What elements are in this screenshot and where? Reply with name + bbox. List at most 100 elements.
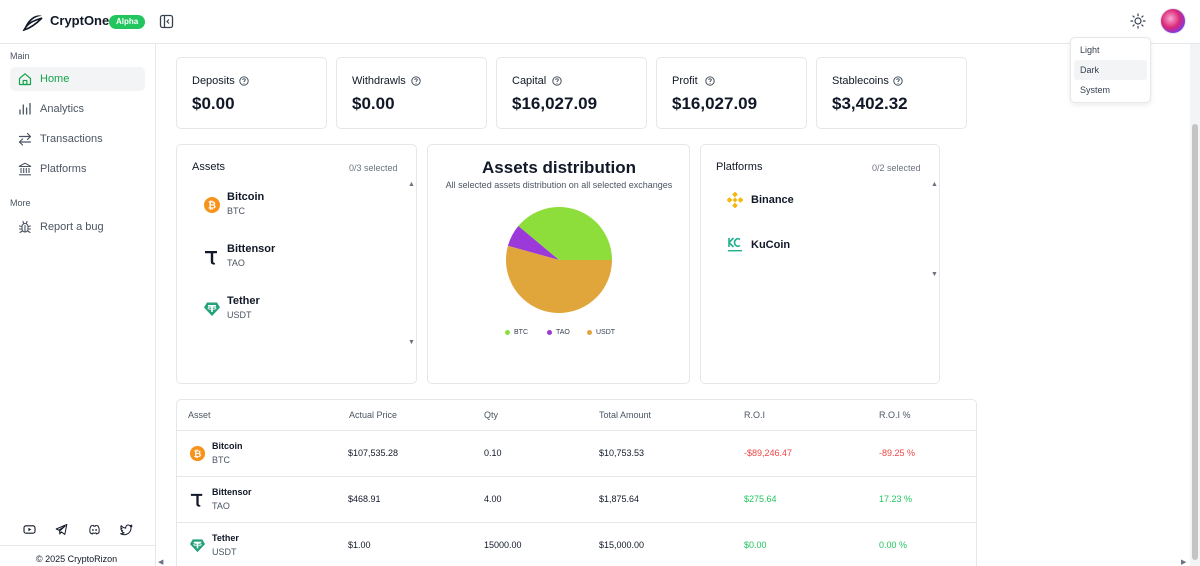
theme-menu: Light Dark System [1070,37,1151,103]
pie-slice-tao[interactable] [507,226,559,260]
distribution-pie-chart[interactable] [504,205,614,315]
table-row[interactable]: Tether USDT $1.00 15000.00 $15,000.00 $0… [177,522,976,566]
home-icon [18,73,32,86]
pie-slice-usdt[interactable] [506,245,612,313]
discord-icon[interactable] [88,523,101,536]
theme-option-dark[interactable]: Dark [1074,60,1147,80]
theme-option-light[interactable]: Light [1080,45,1100,55]
table-header-total[interactable]: Total Amount [599,410,652,420]
asset-name: Bittensor [227,243,276,255]
stat-label: Deposits [192,75,235,87]
row-asset-name: Bitcoin [212,441,243,451]
table-header-qty[interactable]: Qty [484,410,499,420]
stat-value: $16,027.09 [672,94,758,113]
youtube-icon[interactable] [23,523,36,536]
legend-item-usdt[interactable]: USDT [587,329,615,336]
table-header-roi-pct[interactable]: R.O.I % [879,410,911,420]
row-roi-pct: -89.25 % [879,448,916,458]
chart-subtitle: All selected assets distribution on all … [445,180,673,190]
app-title[interactable]: CryptOne [50,13,110,28]
nav-section-main: Main [10,51,30,61]
legend-swatch [505,329,510,335]
stat-value: $16,027.09 [512,94,598,113]
row-roi: $0.00 [744,540,767,550]
legend-label: USDT [596,329,616,336]
row-total: $15,000.00 [599,540,645,550]
scroll-left-arrow[interactable]: ◀ [158,559,164,566]
svg-text:₿: ₿ [208,200,216,212]
table-header-price[interactable]: Actual Price [349,410,398,420]
scroll-down-arrow[interactable]: ▼ [408,339,415,346]
sidebar-toggle-icon[interactable] [159,14,174,29]
help-icon[interactable] [705,76,715,86]
help-icon[interactable] [239,76,249,86]
stat-label: Capital [512,75,547,87]
table-row[interactable]: Bittensor TAO $468.91 4.00 $1,875.64 $27… [177,476,976,522]
stat-card-deposits: Deposits $0.00 [176,57,327,129]
binance-icon [726,191,744,209]
legend-swatch [587,329,592,335]
help-icon[interactable] [552,76,562,86]
holdings-table: Asset Actual Price Qty Total Amount R.O.… [176,399,977,566]
sidebar-item-label: Home [40,73,70,85]
asset-item-tether[interactable]: Tether USDT [203,295,383,331]
avatar[interactable] [1160,8,1186,34]
asset-name: Bitcoin [227,191,265,203]
distribution-panel: Assets distribution All selected assets … [427,144,690,384]
bug-icon [18,220,32,234]
stat-card-stablecoins: Stablecoins $3,402.32 [816,57,967,129]
telegram-icon[interactable] [55,523,68,536]
scroll-down-arrow[interactable]: ▼ [931,271,938,278]
assets-panel-title: Assets [192,161,226,173]
legend-item-btc[interactable]: BTC [505,329,528,336]
sidebar-item-label: Analytics [40,103,85,115]
sidebar-item-home[interactable]: Home [10,67,145,91]
stat-label: Withdrawls [352,75,406,87]
sidebar-item-report-bug[interactable]: Report a bug [10,215,145,239]
row-qty: 0.10 [484,448,502,458]
pie-slice-btc[interactable] [518,206,612,260]
row-roi: -$89,246.47 [744,448,793,458]
sidebar-item-platforms[interactable]: Platforms [10,157,145,181]
row-qty: 4.00 [484,494,502,504]
table-header-asset[interactable]: Asset [188,410,211,420]
scroll-up-arrow[interactable]: ▲ [931,181,938,188]
legend-item-tao[interactable]: TAO [547,329,570,336]
asset-item-bittensor[interactable]: Bittensor TAO [203,243,383,279]
alpha-badge: Alpha [109,15,146,29]
table-header-roi[interactable]: R.O.I [744,410,766,420]
bitcoin-icon: ₿ [204,197,220,213]
help-icon[interactable] [893,76,903,86]
platform-name: KuCoin [751,239,791,251]
assets-selected-count: 0/3 selected [349,163,398,173]
sidebar-item-label: Report a bug [40,221,104,233]
page-scrollbar-thumb[interactable] [1192,124,1198,560]
bittensor-icon [205,251,217,265]
sidebar: Main Home Analytics [0,44,156,566]
twitter-icon[interactable] [120,523,133,536]
asset-name: Tether [227,295,260,307]
asset-symbol: USDT [227,310,252,320]
cryptone-logo-icon[interactable] [22,12,44,32]
asset-item-bitcoin[interactable]: ₿ Bitcoin BTC [203,191,383,227]
table-row[interactable]: ₿ Bitcoin BTC $107,535.28 0.10 $10,753.5… [177,430,976,476]
help-icon[interactable] [411,76,421,86]
sun-icon[interactable] [1130,13,1146,29]
tether-icon [204,302,220,316]
sidebar-item-label: Platforms [40,163,87,175]
asset-symbol: BTC [227,206,245,216]
row-asset-symbol: USDT [212,547,237,557]
platform-name: Binance [751,194,794,206]
bittensor-icon [190,493,203,507]
theme-option-system[interactable]: System [1080,85,1111,95]
sidebar-item-analytics[interactable]: Analytics [10,97,145,121]
stat-card-profit: Profit $16,027.09 [656,57,807,129]
copyright-text: © 2025 CryptoRizon [36,554,118,564]
sidebar-item-transactions[interactable]: Transactions [10,127,145,151]
asset-symbol: TAO [227,258,245,268]
scroll-right-arrow[interactable]: ▶ [1181,559,1187,566]
scroll-up-arrow[interactable]: ▲ [408,181,415,188]
bitcoin-icon: ₿ [189,445,206,462]
row-qty: 15000.00 [484,540,522,550]
